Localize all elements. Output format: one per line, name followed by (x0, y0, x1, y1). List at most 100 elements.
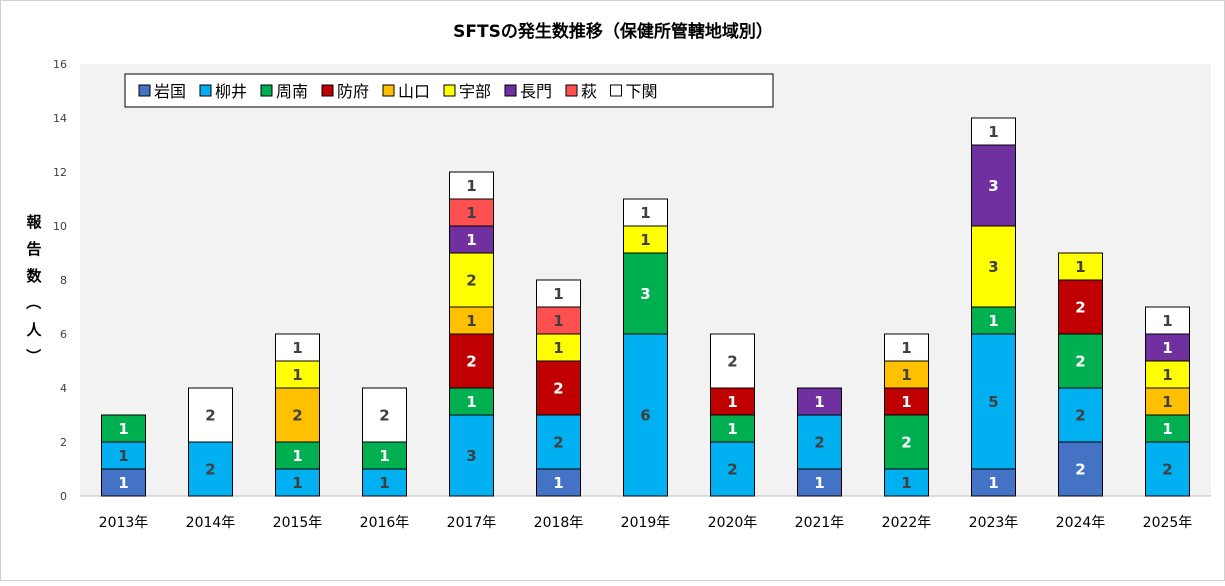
bar-segment (884, 360, 929, 389)
y-tick-label: 0 (60, 490, 67, 503)
data-label: 1 (553, 285, 563, 303)
bar-segment (1145, 306, 1190, 335)
bar-segment (971, 117, 1016, 146)
chart-title: SFTSの発生数推移（保健所管轄地域別） (453, 21, 773, 42)
data-label: 1 (1162, 393, 1172, 411)
data-label: 1 (292, 339, 302, 357)
y-tick-label: 4 (60, 382, 67, 395)
data-label: 1 (901, 366, 911, 384)
data-label: 2 (553, 434, 563, 452)
data-label: 2 (727, 461, 737, 479)
x-tick-label: 2019年 (621, 515, 671, 531)
x-tick-label: 2022年 (882, 515, 932, 531)
x-tick-label: 2025年 (1143, 515, 1193, 531)
legend-swatch (260, 84, 273, 97)
bar-segment (710, 333, 755, 389)
legend-label: 萩 (581, 82, 597, 101)
y-tick-label: 6 (60, 328, 67, 341)
legend: 岩国 柳井 周南 防府 山口 宇部 長門 萩 下関 (124, 73, 774, 108)
legend-label: 山口 (398, 82, 430, 101)
bar-segment (449, 387, 494, 416)
y-axis-label-char: （ (24, 294, 42, 309)
x-tick-label: 2015年 (273, 515, 323, 531)
bar-segment (971, 225, 1016, 308)
bar-segment (275, 441, 320, 470)
bar-segment (710, 387, 755, 416)
bar-segment (449, 198, 494, 227)
bar-segment (275, 468, 320, 497)
y-axis-label: 報告数 （ 人 ） (24, 213, 42, 364)
data-label: 2 (292, 407, 302, 425)
legend-swatch (565, 84, 578, 97)
bar-segment (623, 198, 668, 227)
data-label: 1 (118, 474, 128, 492)
data-label: 2 (466, 272, 476, 290)
data-label: 1 (553, 312, 563, 330)
data-label: 1 (379, 474, 389, 492)
x-tick-label: 2021年 (795, 515, 845, 531)
data-label: 1 (292, 447, 302, 465)
bar-segment (1058, 279, 1103, 335)
x-tick-label: 2018年 (534, 515, 584, 531)
bar-segment (449, 333, 494, 389)
data-label: 1 (118, 420, 128, 438)
data-label: 1 (1075, 258, 1085, 276)
bar-segment (101, 414, 146, 443)
bar-segment (971, 333, 1016, 470)
legend-swatch (199, 84, 212, 97)
legend-swatch (504, 84, 517, 97)
bar-segment (623, 225, 668, 254)
data-label: 2 (901, 434, 911, 452)
bar-segment (884, 333, 929, 362)
bar-segment (275, 333, 320, 362)
data-label: 2 (1075, 407, 1085, 425)
bar-segment (449, 171, 494, 200)
y-axis-label-char: 報 (26, 213, 42, 231)
data-label: 1 (988, 474, 998, 492)
bar-segment (101, 468, 146, 497)
data-label: 2 (1075, 353, 1085, 371)
data-label: 1 (379, 447, 389, 465)
data-label: 1 (466, 231, 476, 249)
bar-segment (362, 387, 407, 443)
bar-segment (884, 414, 929, 470)
bar-segment (101, 441, 146, 470)
data-label: 1 (553, 339, 563, 357)
bar-segment (449, 225, 494, 254)
data-label: 2 (1162, 461, 1172, 479)
bar-segment (449, 306, 494, 335)
data-label: 1 (814, 393, 824, 411)
data-label: 6 (640, 407, 650, 425)
bar-segment (1058, 387, 1103, 443)
legend-label: 宇部 (459, 82, 491, 101)
data-label: 1 (466, 393, 476, 411)
data-label: 1 (1162, 312, 1172, 330)
data-label: 2 (466, 353, 476, 371)
bar-segment (884, 387, 929, 416)
data-label: 2 (205, 407, 215, 425)
x-tick-label: 2017年 (447, 515, 497, 531)
data-label: 2 (727, 353, 737, 371)
y-tick-label: 14 (53, 112, 67, 125)
bar-segment (536, 279, 581, 308)
bars: 1 1 1 2 2 1 1 2 1 1 1 1 2 3 1 2 1 2 1 1 1 1 2 2 1 1 1 6 3 1 1 2 1 1 2 1 2 1 1 2… (101, 117, 1190, 497)
bar-segment (797, 387, 842, 416)
data-label: 1 (988, 123, 998, 141)
x-tick-label: 2020年 (708, 515, 758, 531)
bar-segment (536, 306, 581, 335)
x-axis: 2013年 2014年 2015年 2016年 2017年 2018年 2019年 2020年… (99, 515, 1193, 531)
y-axis-label-char: ） (24, 348, 42, 363)
bar-segment (1145, 333, 1190, 362)
y-tick-label: 16 (53, 58, 67, 71)
data-label: 1 (1162, 366, 1172, 384)
x-tick-label: 2016年 (360, 515, 410, 531)
data-label: 1 (553, 474, 563, 492)
legend-label: 防府 (337, 82, 369, 101)
legend-label: 周南 (276, 82, 308, 101)
legend-label: 長門 (520, 82, 552, 101)
data-label: 3 (640, 285, 650, 303)
bar-segment (884, 468, 929, 497)
data-label: 2 (1075, 299, 1085, 317)
y-tick-label: 8 (60, 274, 67, 287)
